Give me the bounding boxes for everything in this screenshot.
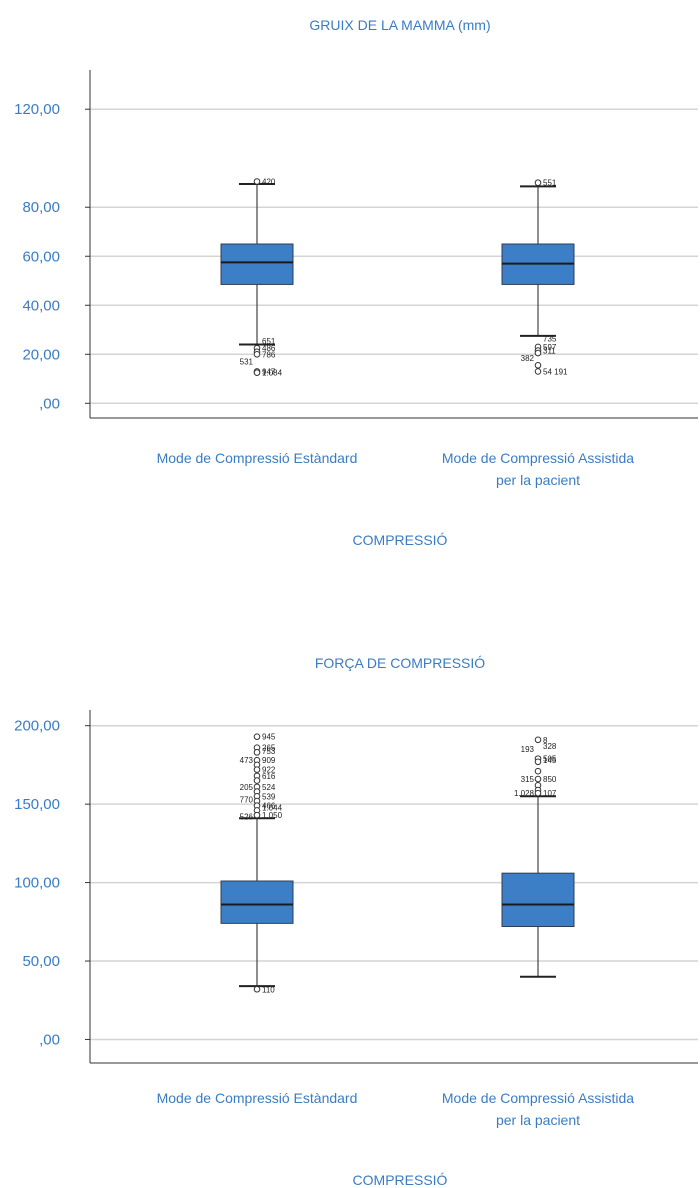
outlier-label: 735 [543, 334, 557, 343]
outlier-label: 909 [262, 756, 276, 765]
outlier-label: 526 [240, 813, 254, 822]
y-tick-label: 100,00 [14, 875, 60, 892]
outlier-label: 505 [543, 755, 557, 764]
outlier-label: 1.028 [514, 789, 535, 798]
y-tick-label: 60,00 [22, 248, 60, 265]
category-label: per la pacient [496, 472, 580, 488]
outlier-label: 616 [262, 772, 276, 781]
outlier-label: 1.050 [262, 811, 283, 820]
outlier-label: 539 [262, 792, 276, 801]
outlier-label: 145 [543, 756, 557, 765]
outlier-label: 945 [262, 733, 276, 742]
outlier-label: 1.084 [262, 369, 283, 378]
outlier-label: 466 [262, 802, 276, 811]
outlier-label: 786 [262, 350, 276, 359]
outlier-point [253, 178, 261, 185]
outlier-label: 315 [521, 775, 535, 784]
outlier-label: 205 [240, 783, 254, 792]
outlier-label: 1.044 [262, 803, 283, 812]
outlier-point [534, 775, 542, 783]
outlier-label: 597 [543, 343, 557, 352]
outlier-point [253, 749, 261, 756]
y-tick-label: ,00 [39, 395, 60, 412]
outlier-label: 382 [521, 354, 535, 363]
y-tick-label: 200,00 [14, 718, 60, 735]
y-tick-label: ,00 [39, 1031, 60, 1048]
outlier-point [253, 350, 261, 358]
outlier-label: 486 [262, 344, 276, 353]
outlier-label: 473 [240, 756, 254, 765]
outlier-label: 110 [262, 985, 275, 994]
outlier-point [534, 349, 542, 357]
outlier-point [534, 179, 542, 187]
y-tick-label: 40,00 [22, 297, 60, 314]
outlier-point [534, 767, 542, 775]
outlier-point [253, 369, 261, 376]
interquartile-box [220, 243, 294, 285]
outlier-label: 531 [240, 358, 254, 367]
outlier-label: 420 [262, 178, 276, 187]
outlier-label: 193 [521, 745, 535, 754]
outlier-point [534, 362, 542, 369]
outlier-label: 54 191 [543, 367, 568, 376]
interquartile-box [220, 880, 294, 924]
outlier-point [253, 985, 261, 993]
chart-title: FORÇA DE COMPRESSIÓ [315, 655, 485, 671]
outlier-point [534, 758, 542, 766]
outlier-label: 328 [543, 742, 557, 751]
outlier-point [253, 811, 261, 819]
outlier-point [534, 368, 542, 375]
x-axis-label: COMPRESSIÓ [353, 1172, 448, 1188]
y-tick-label: 120,00 [14, 101, 60, 118]
outlier-label: 770 [240, 795, 254, 804]
outlier-point [534, 736, 542, 744]
box-2: 8 505 850 107 [501, 736, 575, 978]
category-label: Mode de Compressió Estàndard [157, 1090, 358, 1106]
outlier-label: 311 [543, 347, 556, 356]
outlier-label: 947 [262, 367, 276, 376]
outlier-label: 551 [543, 179, 557, 188]
category-label: Mode de Compressió Assistida [442, 450, 634, 466]
category-label: Mode de Compressió Estàndard [157, 450, 358, 466]
y-tick-label: 80,00 [22, 199, 60, 216]
outlier-point [253, 733, 261, 740]
outlier-label: 107 [543, 789, 557, 798]
boxplot-chart-1: GRUIX DE LA MAMMA (mm) ,00 20,00 40,00 60,00… [14, 17, 698, 548]
x-axis-label: COMPRESSIÓ [353, 532, 448, 548]
category-label: Mode de Compressió Assistida [442, 1090, 634, 1106]
y-tick-label: 50,00 [22, 953, 60, 970]
outlier-point [253, 766, 261, 773]
category-label: per la pacient [496, 1112, 580, 1128]
boxplot-chart-2: FORÇA DE COMPRESSIÓ ,00 50,00 100,00 150,00 2… [14, 655, 698, 1188]
outlier-label: 524 [262, 783, 276, 792]
outlier-label: 753 [262, 747, 276, 756]
outlier-point [253, 777, 261, 784]
outlier-label: 651 [262, 337, 276, 346]
outlier-label: 265 [262, 744, 276, 753]
outlier-label: 922 [262, 766, 276, 775]
outlier-point [534, 789, 542, 797]
y-tick-label: 150,00 [14, 796, 60, 813]
outlier-label: 8 [543, 736, 548, 745]
chart-title: GRUIX DE LA MAMMA (mm) [309, 17, 490, 33]
outlier-label: 850 [543, 775, 557, 784]
y-tick-label: 20,00 [22, 346, 60, 363]
interquartile-box [501, 872, 575, 928]
